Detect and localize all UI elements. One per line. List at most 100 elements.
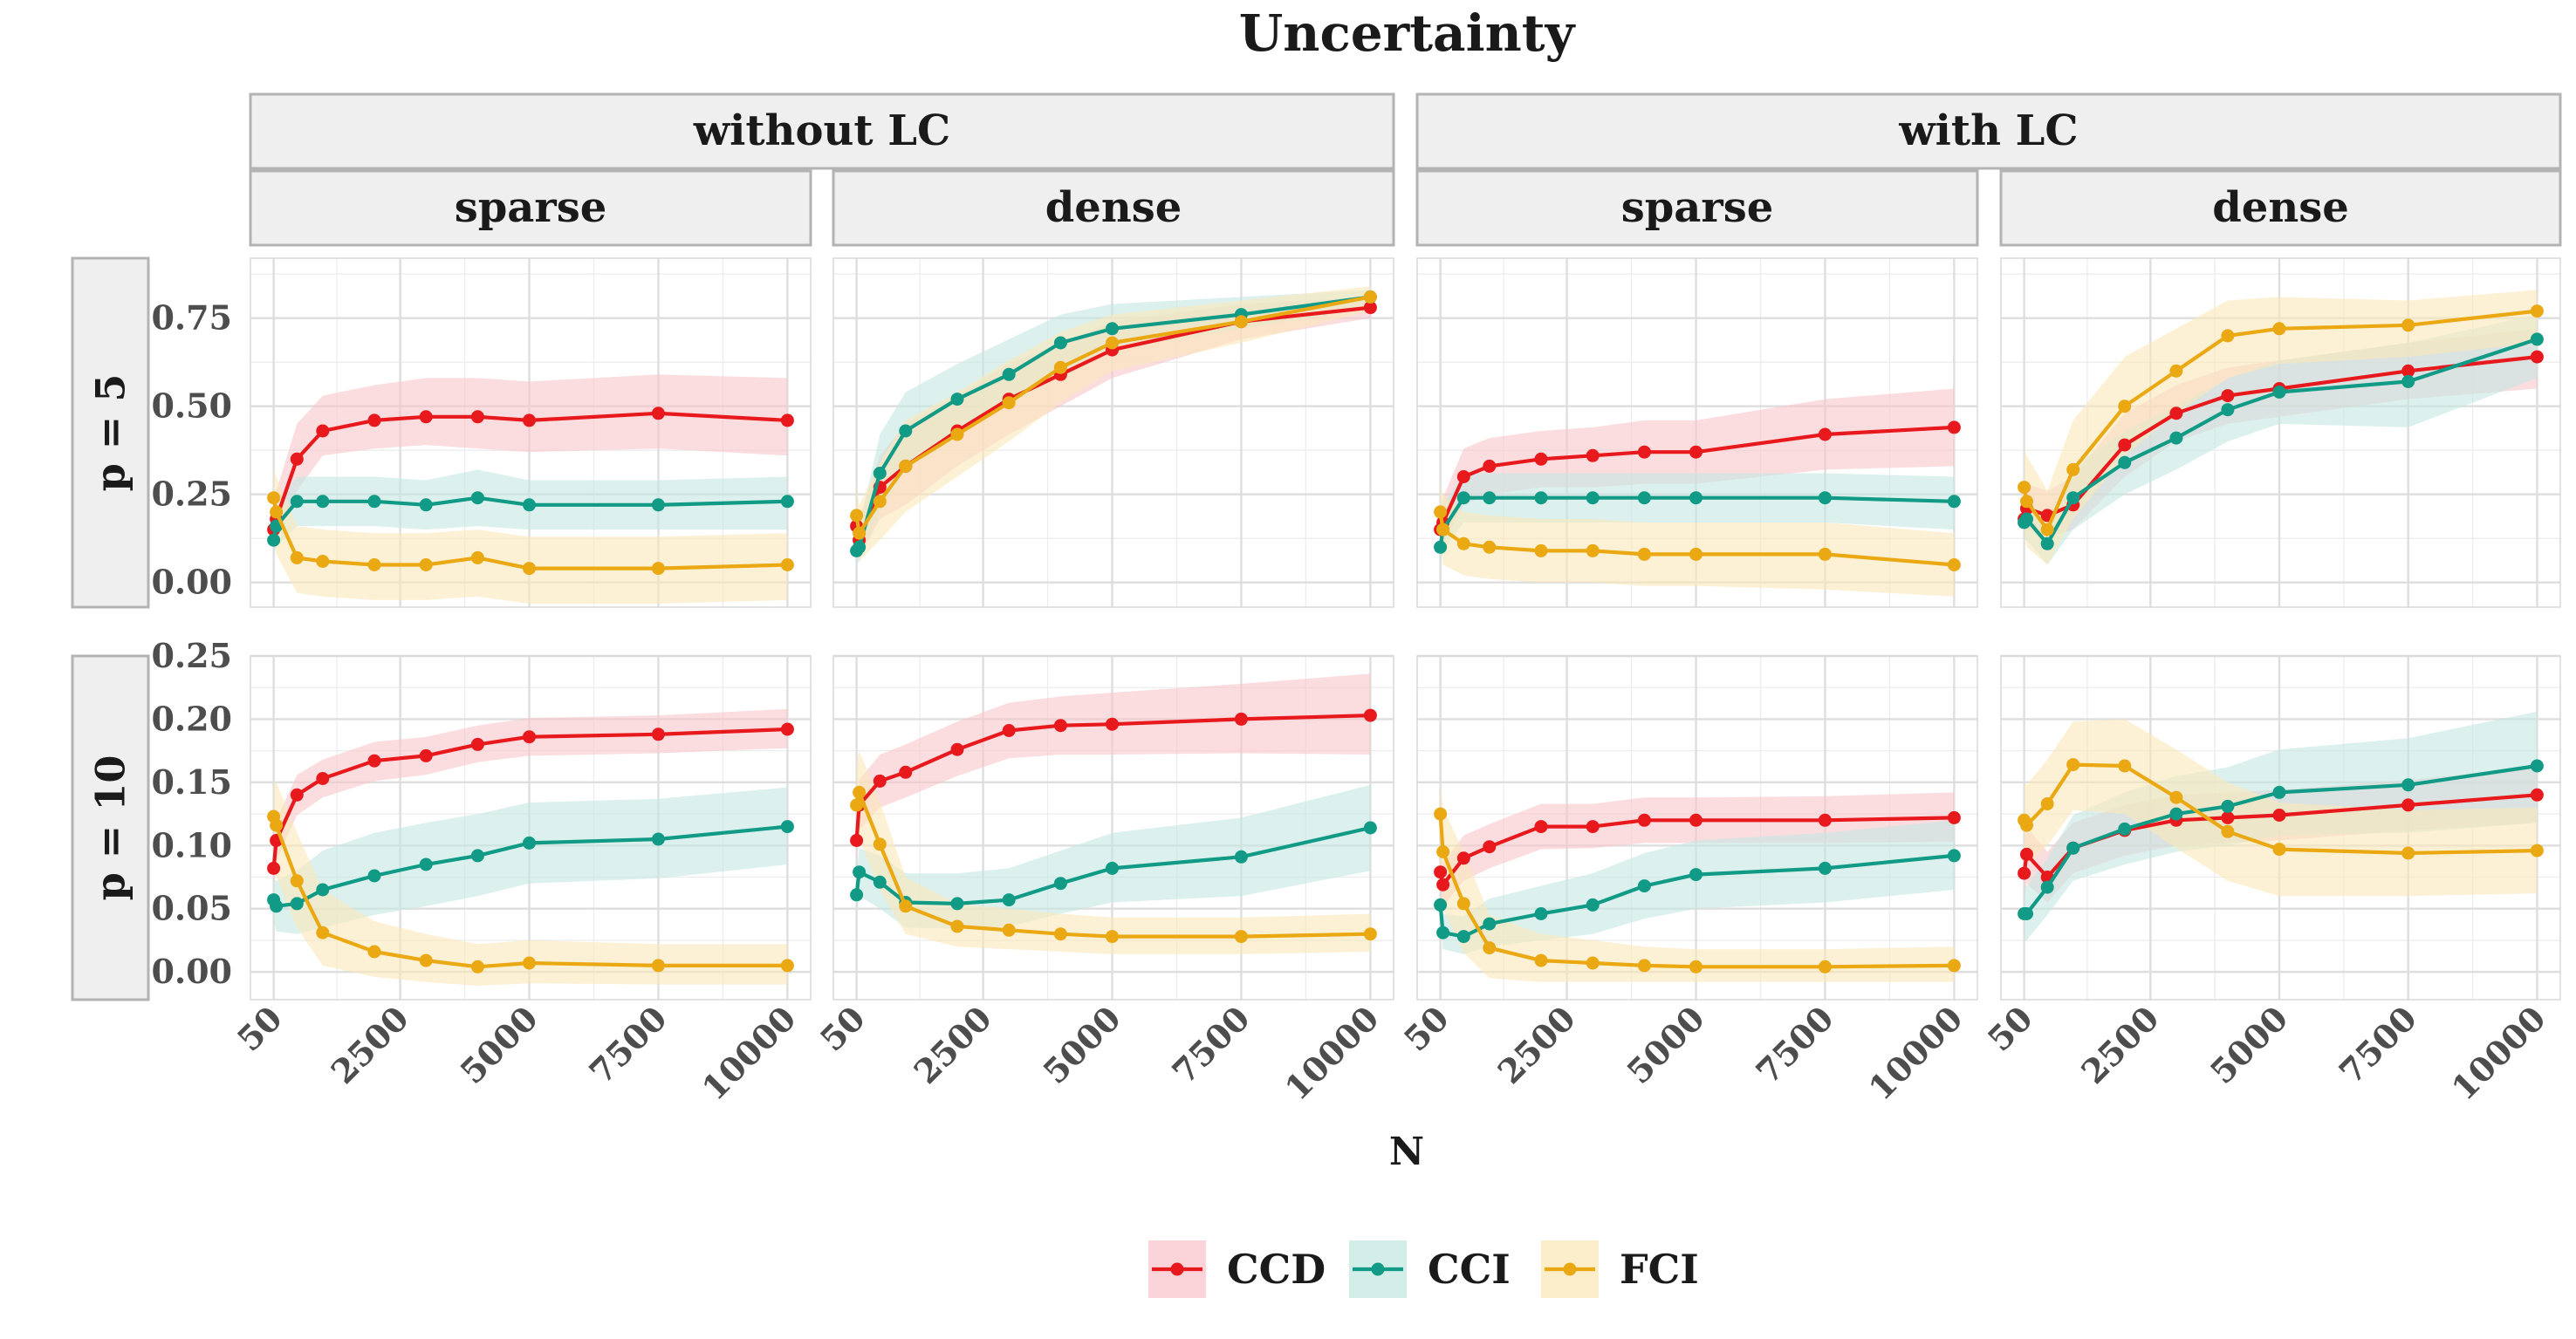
line-ccd [854,714,1371,841]
y-tick-label: 0.50 [151,386,232,426]
point-fci [1534,953,1548,967]
point-ccd [2169,406,2183,420]
point-cci [1586,898,1600,912]
point-ccd [290,788,304,802]
point-fci [523,956,536,970]
point-fci [1534,543,1548,557]
point-cci [1637,879,1651,893]
point-ccd [1637,813,1651,827]
line-cci [2022,337,2538,546]
legend-label: CCI [1428,1246,1511,1293]
point-fci [367,945,381,959]
point-fci [1434,505,1448,519]
x-tick-label: 50 [230,999,290,1059]
point-cci [850,888,864,902]
point-cci [1456,930,1470,944]
point-cci [1947,849,1961,863]
x-tick-label: 5000 [1619,999,1712,1092]
point-fci [1106,336,1119,350]
x-tick-label: 5000 [2203,999,2296,1092]
point-ccd [367,754,381,768]
point-ccd [1002,724,1016,737]
panel-frame [250,257,812,608]
point-ccd [850,834,864,847]
point-cci [2530,759,2544,773]
point-fci [1436,523,1450,536]
point-cci [873,467,887,480]
point-fci [290,874,304,888]
point-ccd [780,722,794,736]
point-cci [2066,491,2080,505]
point-ccd [316,424,330,438]
point-fci [850,798,864,812]
point-ccd [2530,350,2544,364]
column-strip [1999,169,2562,247]
point-ccd [1436,878,1450,892]
ribbon-fci [1440,782,1955,982]
point-fci [651,959,665,973]
ribbon-fci [273,782,788,987]
group-strip-label: without LC [693,106,950,155]
point-fci [1586,543,1600,557]
point-ccd [419,748,433,762]
point-fci [2530,844,2544,857]
point-cci [1434,898,1448,912]
column-strip [1415,169,1979,247]
column-strip-label: sparse [1621,183,1774,232]
x-tick-label: 7500 [2331,999,2424,1092]
point-fci [2118,400,2132,413]
point-cci [470,491,484,505]
point-ccd [1053,719,1067,733]
point-ccd [899,765,913,779]
point-fci [2272,843,2286,857]
point-fci [950,919,964,933]
point-fci [2272,322,2286,336]
point-fci [2530,304,2544,318]
point-fci [1234,930,1248,944]
panel-frame [832,257,1394,608]
point-cci [780,820,794,834]
x-tick-label: 10000 [1860,999,1970,1108]
line-cci [1438,853,1955,939]
point-cci [1456,491,1470,505]
point-ccd [1818,427,1832,441]
point-cci [270,899,284,913]
ribbon-cci [856,784,1371,929]
legend: CCD CCI FCI [1148,1240,1699,1298]
point-ccd [2401,364,2415,378]
y-tick-label: 0.75 [151,298,232,338]
point-cci [1483,491,1497,505]
point-cci [2272,785,2286,799]
x-tick-label: 2500 [1490,999,1583,1092]
point-cci [523,836,536,850]
point-fci [270,818,284,832]
point-cci [290,897,304,911]
point-cci [950,393,964,406]
line-fci [2022,762,2538,856]
point-cci [2040,536,2054,550]
point-ccd [1363,708,1377,722]
point-fci [1053,927,1067,941]
legend-item-ccd: CCD [1148,1240,1326,1298]
chart-title: Uncertainty [1239,3,1577,63]
x-tick-label: 2500 [323,999,416,1092]
point-cci [1434,540,1448,554]
point-fci [853,785,867,799]
point-cci [2272,386,2286,399]
point-fci [2066,758,2080,772]
point-fci [2020,495,2033,509]
point-cci [1689,491,1702,505]
x-tick-label: 10000 [2443,999,2552,1108]
point-ccd [367,413,381,427]
point-ccd [523,413,536,427]
point-cci [2221,403,2235,417]
x-axis-title: N [1389,1130,1424,1174]
point-cci [2118,822,2132,836]
point-cci [419,498,433,512]
ribbon-fci [1440,483,1955,597]
line-fci [854,790,1371,939]
point-ccd [1947,810,1961,824]
point-ccd [2221,389,2235,403]
point-cci [316,495,330,509]
